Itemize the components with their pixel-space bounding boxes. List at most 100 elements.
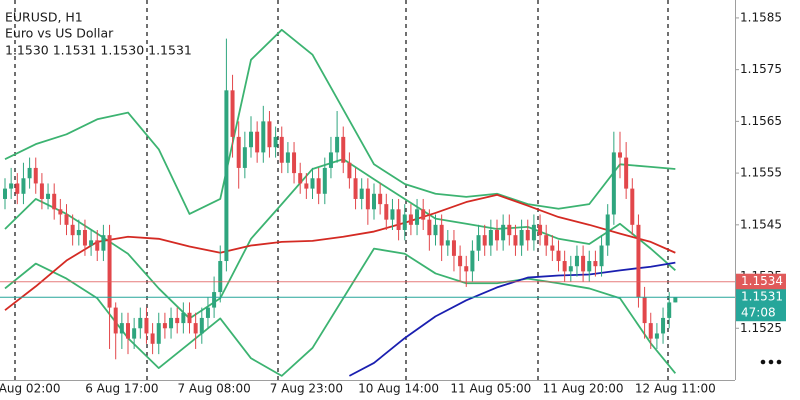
candle-body (328, 152, 333, 168)
candle-body (175, 317, 180, 324)
candle-body (470, 250, 475, 272)
candle-body (33, 167, 38, 184)
candle-body (298, 173, 303, 184)
candle-body (242, 147, 247, 168)
candle-body (347, 162, 352, 179)
x-tick-label: 12 Aug 11:00 (635, 382, 716, 396)
dot[interactable] (776, 359, 782, 365)
x-tick-label: 7 Aug 23:00 (270, 382, 343, 396)
candle-body (27, 167, 32, 179)
dot[interactable] (768, 359, 774, 365)
candle-body (138, 317, 143, 329)
dot[interactable] (760, 359, 766, 365)
candle-body (58, 209, 63, 215)
candle-body (316, 178, 321, 194)
candle-body (384, 204, 389, 220)
ask-box (736, 273, 786, 290)
price-markers: 1.1534 1.1531 47:08 (736, 273, 786, 322)
candle-body (187, 312, 192, 324)
candle-body (285, 152, 290, 163)
x-tick-label: 11 Aug 05:00 (450, 382, 531, 396)
candle-body (599, 245, 604, 267)
candle-body (101, 235, 106, 251)
candle-body (513, 235, 518, 246)
candle-body (156, 323, 161, 344)
candle-body (439, 224, 444, 246)
candle-body (476, 235, 481, 251)
candle-body (181, 312, 186, 324)
candle-body (501, 224, 506, 241)
candle-body (365, 188, 370, 210)
x-tick-label: Aug 02:00 (0, 382, 61, 396)
candle-body (273, 136, 278, 148)
candle-body (261, 121, 266, 153)
candle-body (205, 307, 210, 318)
candle-body (15, 183, 20, 194)
candle-body (70, 224, 75, 236)
candle-body (464, 266, 469, 272)
candle-body (279, 136, 284, 163)
candle-body (267, 121, 272, 148)
candle-body (574, 255, 579, 267)
candle-body (46, 193, 51, 199)
candle-body (3, 188, 7, 199)
indicator-line (4, 28, 676, 215)
candle-body (126, 323, 130, 339)
candle-body (199, 317, 204, 334)
candle-body (519, 229, 524, 246)
x-tick-label: 11 Aug 20:00 (543, 382, 624, 396)
y-tick-label: 1.1565 (740, 114, 782, 128)
candle-body (390, 209, 395, 220)
candle-body (427, 219, 432, 236)
candle-body (568, 266, 573, 272)
candle-body (433, 224, 438, 236)
candle-body (648, 323, 653, 339)
candle-body (654, 333, 659, 339)
candle-body (445, 240, 450, 246)
candle-body (544, 235, 549, 246)
candle-body (304, 183, 309, 189)
candle-body (353, 178, 358, 199)
candle-body (39, 183, 44, 199)
x-tick-label: 10 Aug 14:00 (358, 382, 439, 396)
candle-body (255, 131, 260, 153)
candle-body (667, 302, 672, 318)
candle-body (113, 307, 118, 334)
candle-body (82, 229, 87, 246)
candle-body (162, 323, 167, 329)
candle-body (673, 297, 678, 303)
candle-body (224, 90, 229, 262)
candle-body (605, 214, 610, 246)
candle-body (359, 188, 364, 199)
candle-body (150, 333, 155, 344)
candle-body (218, 261, 223, 293)
y-tick-label: 1.1525 (740, 321, 782, 335)
candle-body (581, 255, 586, 272)
candle-body (310, 178, 315, 189)
candle-body (193, 323, 198, 334)
candle-body (341, 136, 346, 163)
candle-body (495, 229, 499, 241)
candle-body (144, 317, 149, 334)
y-tick-label: 1.1545 (740, 217, 782, 231)
candle-body (556, 250, 561, 262)
candle-body (119, 323, 124, 334)
countdown: 47:08 (741, 306, 776, 320)
candle-body (562, 261, 567, 272)
candle-body (482, 235, 487, 246)
x-tick-label: 7 Aug 08:00 (177, 382, 250, 396)
candle-body (76, 229, 81, 236)
candle-body (593, 261, 598, 267)
menu-dots[interactable] (760, 359, 782, 365)
candle-body (624, 157, 629, 189)
indicator-line (4, 193, 676, 311)
candle-body (661, 317, 666, 334)
candle-body (52, 193, 57, 210)
ohlc: 1.1530 1.1531 1.1530 1.1531 (5, 43, 192, 58)
candle-body (451, 240, 456, 256)
candle-body (230, 90, 235, 137)
candle-body (525, 229, 530, 241)
candle-body (132, 328, 137, 339)
